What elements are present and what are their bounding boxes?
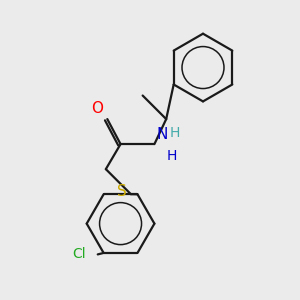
Text: H: H — [169, 126, 179, 140]
Text: H: H — [167, 149, 177, 164]
Text: Cl: Cl — [72, 248, 86, 261]
Text: O: O — [91, 101, 103, 116]
Text: N: N — [157, 127, 168, 142]
Text: S: S — [117, 184, 126, 199]
